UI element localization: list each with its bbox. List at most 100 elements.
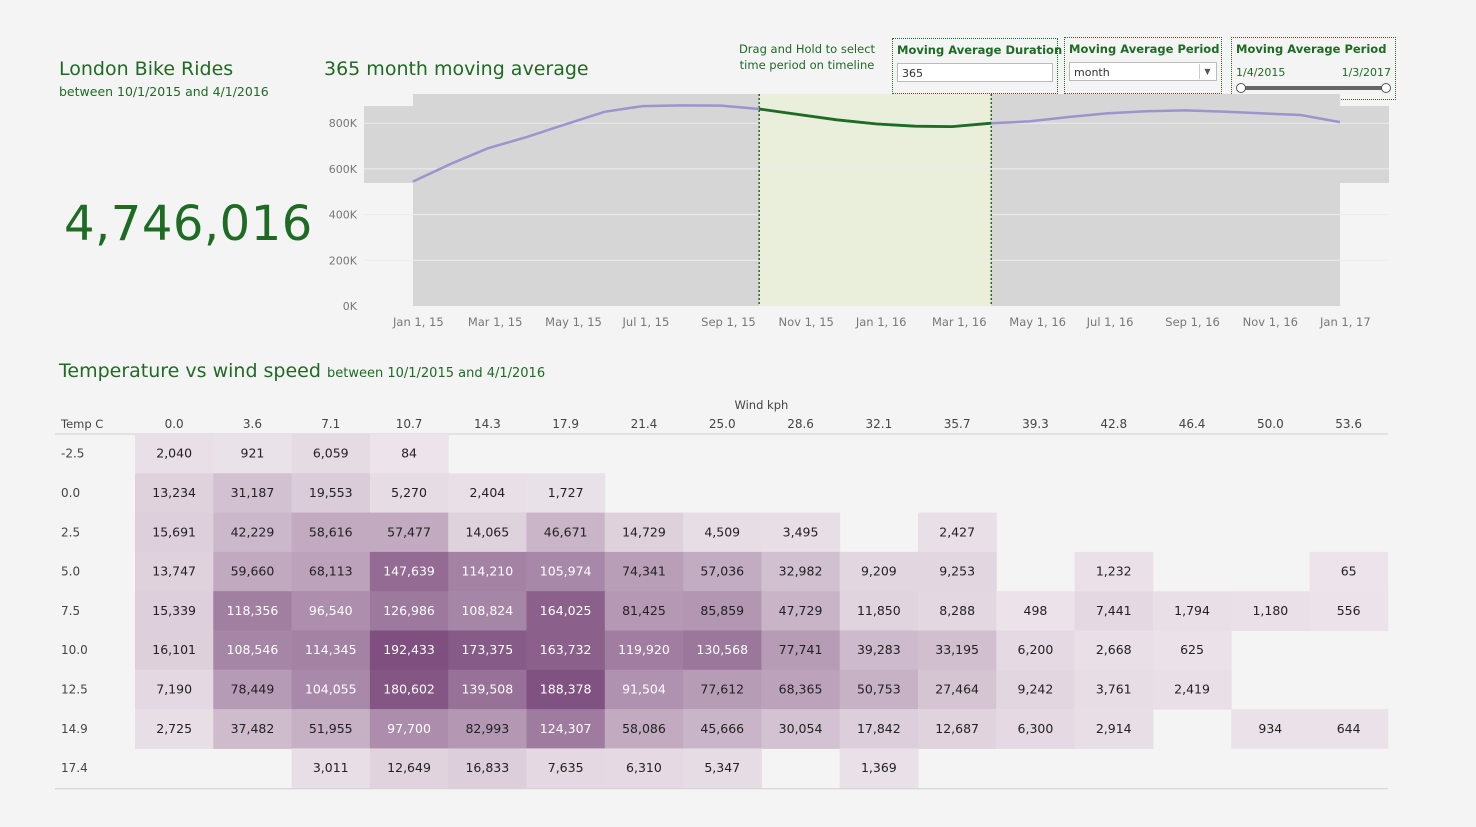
heatmap-cell[interactable]	[135, 473, 214, 514]
heatmap-cell[interactable]	[448, 630, 527, 671]
heatmap-cell[interactable]	[1074, 630, 1154, 671]
heatmap-cell[interactable]	[213, 512, 293, 553]
heatmap-cell[interactable]	[839, 630, 919, 671]
heatmap-cell[interactable]	[135, 709, 214, 749]
range-slider[interactable]	[1236, 83, 1391, 93]
series-line-selected[interactable]	[413, 105, 1340, 181]
heatmap-cell[interactable]	[761, 591, 841, 631]
data-point[interactable]	[756, 106, 762, 112]
heatmap-cell[interactable]	[291, 669, 371, 710]
heatmap-cell[interactable]	[761, 551, 841, 592]
heatmap-cell[interactable]	[448, 551, 527, 592]
chevron-down-icon[interactable]: ▼	[1199, 64, 1215, 79]
heatmap-cell[interactable]	[761, 512, 841, 553]
heatmap-cell[interactable]	[213, 709, 293, 749]
heatmap-cell[interactable]	[135, 551, 214, 592]
data-point[interactable]	[449, 160, 455, 166]
heatmap-cell[interactable]	[526, 473, 606, 514]
heatmap-cell[interactable]	[369, 748, 449, 789]
heatmap-cell[interactable]	[526, 630, 606, 671]
heatmap-cell[interactable]	[996, 591, 1076, 631]
data-point[interactable]	[410, 178, 416, 184]
heatmap-cell[interactable]	[1074, 669, 1154, 710]
heatmap-cell[interactable]	[918, 512, 997, 553]
heatmap-cell[interactable]	[1074, 551, 1154, 592]
data-point[interactable]	[1337, 119, 1343, 125]
heatmap-cell[interactable]	[369, 669, 449, 710]
heatmap-cell[interactable]	[526, 512, 606, 553]
heatmap-cell[interactable]	[1309, 591, 1389, 631]
heatmap-cell[interactable]	[918, 630, 997, 671]
heatmap-cell[interactable]	[448, 591, 527, 631]
slider-track[interactable]	[1242, 86, 1385, 90]
data-point[interactable]	[912, 123, 918, 129]
heatmap-cell[interactable]	[213, 434, 293, 474]
heatmap-cell[interactable]	[683, 512, 762, 553]
data-point[interactable]	[1104, 110, 1110, 116]
heatmap-cell[interactable]	[369, 551, 449, 592]
heatmap-cell[interactable]	[683, 551, 762, 592]
heatmap-cell[interactable]	[1152, 591, 1232, 631]
heatmap-cell[interactable]	[526, 748, 606, 789]
selected-period[interactable]	[759, 94, 992, 306]
heatmap-cell[interactable]	[448, 669, 527, 710]
heatmap-cell[interactable]	[604, 709, 684, 749]
data-point[interactable]	[562, 121, 568, 127]
heatmap-cell[interactable]	[369, 630, 449, 671]
heatmap-cell[interactable]	[683, 669, 762, 710]
heatmap-cell[interactable]	[291, 591, 371, 631]
heatmap-cell[interactable]	[996, 669, 1076, 710]
heatmap-cell[interactable]	[918, 591, 997, 631]
heatmap-cell[interactable]	[996, 630, 1076, 671]
heatmap-cell[interactable]	[448, 473, 527, 514]
heatmap-cell[interactable]	[448, 512, 527, 553]
heatmap-cell[interactable]	[604, 669, 684, 710]
heatmap-cell[interactable]	[448, 748, 527, 789]
slider-handle-start[interactable]	[1236, 83, 1246, 93]
heatmap-cell[interactable]	[1309, 709, 1389, 749]
heatmap-cell[interactable]	[369, 473, 449, 514]
heatmap-cell[interactable]	[604, 748, 684, 789]
heatmap-cell[interactable]	[683, 709, 762, 749]
data-point[interactable]	[1143, 108, 1149, 114]
heatmap-cell[interactable]	[369, 709, 449, 749]
heatmap-cell[interactable]	[1074, 591, 1154, 631]
heatmap-cell[interactable]	[291, 434, 371, 474]
heatmap-cell[interactable]	[1309, 551, 1389, 592]
heatmap-cell[interactable]	[839, 591, 919, 631]
heatmap-cell[interactable]	[761, 630, 841, 671]
slider-handle-end[interactable]	[1381, 83, 1391, 93]
data-point[interactable]	[1026, 118, 1032, 124]
heatmap-cell[interactable]	[526, 591, 606, 631]
data-point[interactable]	[949, 124, 955, 130]
heatmap-cell[interactable]	[1231, 709, 1310, 749]
heatmap-cell[interactable]	[839, 709, 919, 749]
period-select[interactable]: month ▼	[1069, 62, 1217, 81]
heatmap-cell[interactable]	[526, 669, 606, 710]
heatmap-cell[interactable]	[604, 591, 684, 631]
data-point[interactable]	[718, 103, 724, 109]
data-point[interactable]	[1298, 112, 1304, 118]
heatmap-cell[interactable]	[839, 748, 919, 789]
heatmap-cell[interactable]	[683, 748, 762, 789]
heatmap-cell[interactable]	[213, 473, 293, 514]
duration-input[interactable]: 365	[897, 63, 1053, 82]
heatmap-cell[interactable]	[135, 669, 214, 710]
heatmap-cell[interactable]	[1152, 630, 1232, 671]
heatmap-cell[interactable]	[213, 551, 293, 592]
heatmap-cell[interactable]	[604, 512, 684, 553]
data-point[interactable]	[485, 145, 491, 151]
heatmap-cell[interactable]	[918, 551, 997, 592]
heatmap-cell[interactable]	[291, 630, 371, 671]
heatmap-cell[interactable]	[918, 669, 997, 710]
heatmap-cell[interactable]	[1152, 669, 1232, 710]
heatmap-cell[interactable]	[291, 512, 371, 553]
heatmap-cell[interactable]	[291, 551, 371, 592]
data-point[interactable]	[834, 117, 840, 123]
heatmap-cell[interactable]	[369, 434, 449, 474]
data-point[interactable]	[1066, 114, 1072, 120]
data-point[interactable]	[1182, 107, 1188, 113]
heatmap-cell[interactable]	[996, 709, 1076, 749]
heatmap-cell[interactable]	[291, 709, 371, 749]
heatmap-cell[interactable]	[369, 591, 449, 631]
